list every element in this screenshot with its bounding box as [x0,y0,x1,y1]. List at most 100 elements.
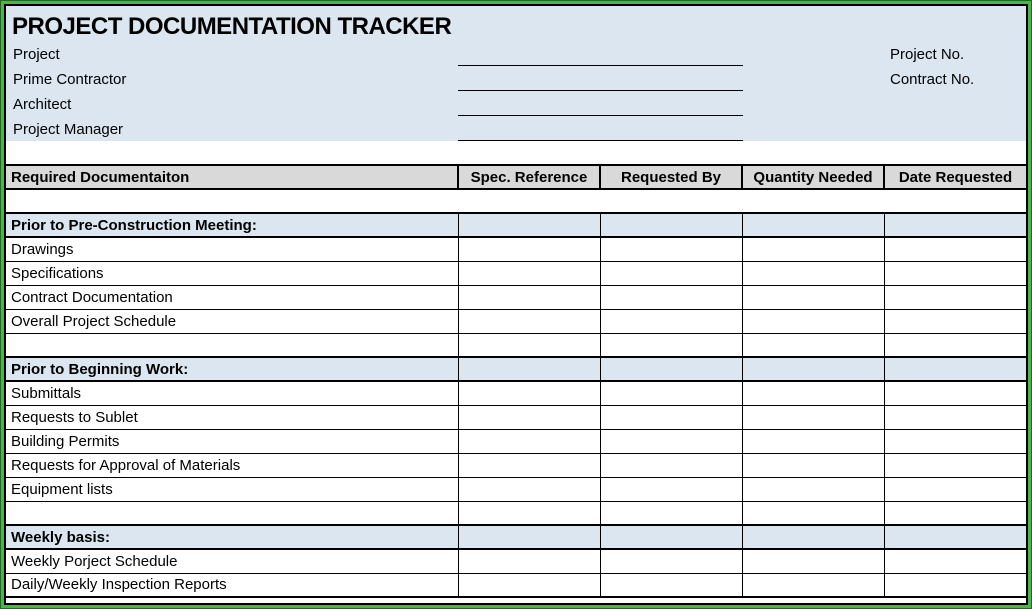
section-title: Prior to Pre-Construction Meeting: [6,212,459,238]
cell-requested-by[interactable] [599,548,743,574]
cell-requested-by[interactable] [599,476,743,502]
cell-requested-by [599,524,743,550]
field-row-architect: Architect [6,92,1026,117]
cell-date-requested[interactable] [883,428,1026,454]
sheet: PROJECT DOCUMENTATION TRACKER Project Pr… [4,4,1028,605]
field-label-contract-no: Contract No. [890,71,975,88]
table-row-requests-to-sublet: Requests to Sublet [6,404,1026,430]
column-header-date-requested: Date Requested [883,164,1026,190]
doc-item-label: Building Permits [6,428,459,454]
table-row-daily-weekly-inspection-reports: Daily/Weekly Inspection Reports [6,572,1026,598]
cell-date-requested[interactable] [883,236,1026,262]
cell-requested-by[interactable] [599,404,743,430]
cell-date-requested [883,356,1026,382]
cell-quantity-needed[interactable] [741,428,885,454]
cell-spec-reference [457,524,601,550]
empty-cell [883,332,1026,358]
field-label-prime-contractor: Prime Contractor [13,71,127,88]
cell-quantity-needed[interactable] [741,236,885,262]
doc-item-label: Drawings [6,236,459,262]
field-label-architect: Architect [13,96,72,113]
table-header-row: Required Documentaiton Spec. Reference R… [6,164,1026,190]
cell-date-requested[interactable] [883,308,1026,334]
section-title: Weekly basis: [6,524,459,550]
empty-cell [6,332,459,358]
cell-date-requested[interactable] [883,548,1026,574]
empty-cell [457,332,601,358]
empty-cell [6,500,459,526]
cell-spec-reference[interactable] [457,572,601,598]
cell-quantity-needed[interactable] [741,260,885,286]
column-header-requested-by: Requested By [599,164,743,190]
empty-cell [741,500,885,526]
section-row-pre-construction: Prior to Pre-Construction Meeting: [6,212,1026,238]
project-input-line[interactable] [458,65,743,66]
section-row-beginning-work: Prior to Beginning Work: [6,356,1026,382]
spacer-row [6,189,1026,213]
cell-requested-by [599,212,743,238]
cell-spec-reference[interactable] [457,380,601,406]
cell-quantity-needed[interactable] [741,284,885,310]
empty-cell [599,332,743,358]
empty-row [6,189,1026,213]
cell-requested-by [599,356,743,382]
cell-spec-reference[interactable] [457,308,601,334]
cell-requested-by[interactable] [599,308,743,334]
cell-date-requested[interactable] [883,380,1026,406]
cell-quantity-needed[interactable] [741,476,885,502]
cell-spec-reference[interactable] [457,260,601,286]
cell-date-requested [883,524,1026,550]
table-row-building-permits: Building Permits [6,428,1026,454]
field-label-project-no: Project No. [890,46,965,63]
doc-item-label: Requests for Approval of Materials [6,452,459,478]
cell-requested-by[interactable] [599,236,743,262]
table-row-drawings: Drawings [6,236,1026,262]
cell-spec-reference[interactable] [457,476,601,502]
table-row-submittals: Submittals [6,380,1026,406]
cell-spec-reference[interactable] [457,428,601,454]
project-manager-input-line[interactable] [458,140,743,141]
cell-requested-by[interactable] [599,260,743,286]
cell-quantity-needed[interactable] [741,380,885,406]
spacer-row [6,332,1026,358]
cell-requested-by[interactable] [599,452,743,478]
empty-cell [457,500,601,526]
cell-spec-reference[interactable] [457,284,601,310]
empty-cell [599,500,743,526]
doc-item-label: Specifications [6,260,459,286]
cell-date-requested[interactable] [883,404,1026,430]
column-header-quantity-needed: Quantity Needed [741,164,885,190]
cell-spec-reference[interactable] [457,404,601,430]
cell-date-requested[interactable] [883,476,1026,502]
cell-date-requested[interactable] [883,260,1026,286]
cell-quantity-needed[interactable] [741,308,885,334]
doc-item-label: Equipment lists [6,476,459,502]
cell-spec-reference [457,212,601,238]
cell-requested-by[interactable] [599,284,743,310]
empty-cell [741,332,885,358]
cell-requested-by[interactable] [599,380,743,406]
cell-quantity-needed[interactable] [741,452,885,478]
cell-quantity-needed[interactable] [741,548,885,574]
cell-spec-reference[interactable] [457,236,601,262]
cell-requested-by[interactable] [599,428,743,454]
cell-date-requested[interactable] [883,284,1026,310]
cell-quantity-needed[interactable] [741,404,885,430]
cell-spec-reference[interactable] [457,452,601,478]
architect-input-line[interactable] [458,115,743,116]
cell-date-requested[interactable] [883,452,1026,478]
cell-requested-by[interactable] [599,572,743,598]
table-row-overall-project-schedule: Overall Project Schedule [6,308,1026,334]
table-row-equipment-lists: Equipment lists [6,476,1026,502]
page-title: PROJECT DOCUMENTATION TRACKER [12,13,452,40]
cell-date-requested[interactable] [883,572,1026,598]
cell-quantity-needed [741,212,885,238]
column-header-spec-reference: Spec. Reference [457,164,601,190]
field-row-project: Project Project No. [6,42,1026,67]
prime-contractor-input-line[interactable] [458,90,743,91]
cell-quantity-needed[interactable] [741,572,885,598]
table-row-specifications: Specifications [6,260,1026,286]
empty-cell [883,500,1026,526]
cell-spec-reference[interactable] [457,548,601,574]
table-row-weekly-project-schedule: Weekly Porject Schedule [6,548,1026,574]
